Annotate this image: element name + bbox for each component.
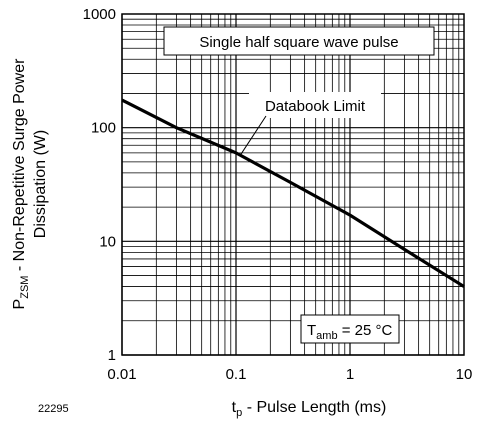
pulse-type-box <box>163 26 435 56</box>
y-axis-title-line1: PZSM - Non-Repetitive Surge Power <box>11 58 31 310</box>
x-axis-title: tp - Pulse Length (ms) <box>232 399 387 419</box>
temperature-label: Tamb = 25 °C <box>307 322 393 342</box>
x-tick-label: 0.1 <box>226 366 247 383</box>
y-tick-label: 100 <box>91 120 116 137</box>
databook-limit-leader <box>240 115 267 155</box>
temperature-box <box>300 314 400 344</box>
y-tick-label: 1 <box>108 347 116 364</box>
y-tick-label: 1000 <box>83 6 116 23</box>
pulse-type-label: Single half square wave pulse <box>199 34 398 51</box>
x-tick-label: 1 <box>346 366 354 383</box>
databook-limit-box <box>249 92 381 118</box>
figure-id: 22295 <box>38 403 69 415</box>
x-tick-label: 0.01 <box>107 366 136 383</box>
y-tick-labels: 1 10 100 1000 <box>83 6 116 364</box>
databook-limit-curve <box>121 98 465 288</box>
y-tick-label: 10 <box>99 233 116 250</box>
plot-frame <box>121 13 465 356</box>
y-axis-title-line2: Dissipation (W) <box>32 130 49 238</box>
databook-limit-label: Databook Limit <box>265 98 366 115</box>
minor-grid <box>122 14 464 355</box>
x-tick-label: 10 <box>456 366 473 383</box>
x-tick-labels: 0.01 0.1 1 10 <box>107 366 472 383</box>
